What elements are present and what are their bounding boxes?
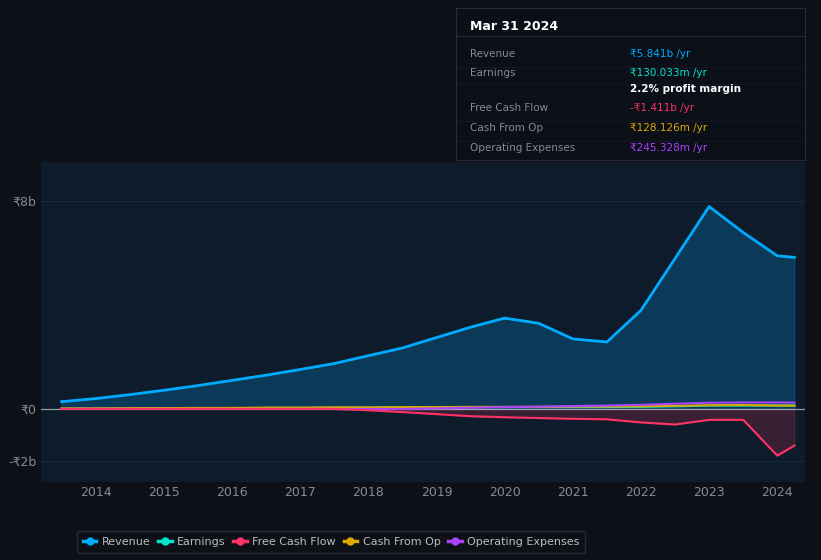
Text: Mar 31 2024: Mar 31 2024 [470, 21, 557, 34]
Text: -₹1.411b /yr: -₹1.411b /yr [631, 103, 695, 113]
Text: ₹5.841b /yr: ₹5.841b /yr [631, 49, 690, 59]
Text: Free Cash Flow: Free Cash Flow [470, 103, 548, 113]
Text: 2.2% profit margin: 2.2% profit margin [631, 83, 741, 94]
Text: Revenue: Revenue [470, 49, 515, 59]
Text: ₹130.033m /yr: ₹130.033m /yr [631, 68, 707, 78]
Text: Cash From Op: Cash From Op [470, 123, 543, 133]
Text: ₹245.328m /yr: ₹245.328m /yr [631, 142, 707, 152]
Text: Operating Expenses: Operating Expenses [470, 142, 575, 152]
Text: ₹128.126m /yr: ₹128.126m /yr [631, 123, 707, 133]
Legend: Revenue, Earnings, Free Cash Flow, Cash From Op, Operating Expenses: Revenue, Earnings, Free Cash Flow, Cash … [77, 531, 585, 553]
Text: Earnings: Earnings [470, 68, 515, 78]
